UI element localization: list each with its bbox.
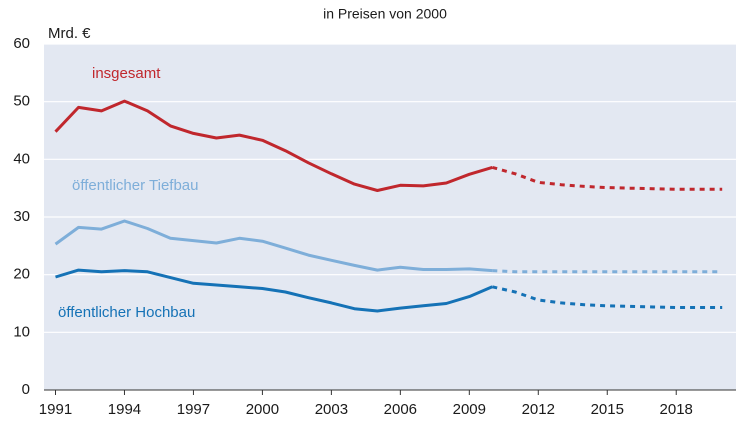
- x-tick-label: 2006: [384, 401, 417, 418]
- forecast-line: [492, 269, 723, 274]
- series-label: insgesamt: [92, 65, 161, 82]
- series-line: [54, 219, 493, 273]
- series-line: [55, 268, 493, 313]
- x-tick-label: 2003: [315, 401, 348, 418]
- x-tick-label: 2018: [660, 401, 693, 418]
- y-tick-label: 50: [13, 93, 30, 110]
- y-tick-label: 0: [22, 381, 30, 398]
- forecast-line: [491, 165, 723, 191]
- forecast-line: [491, 285, 723, 309]
- y-axis-label: Mrd. €: [48, 25, 91, 42]
- y-tick-label: 30: [13, 208, 30, 225]
- series-label: öffentlicher Hochbau: [58, 304, 195, 321]
- x-tick-label: 2012: [522, 401, 555, 418]
- x-tick-label: 2015: [591, 401, 624, 418]
- series-line: [54, 99, 493, 192]
- chart-subtitle: in Preisen von 2000: [323, 6, 447, 22]
- series-label: öffentlicher Tiefbau: [72, 177, 198, 194]
- y-tick-label: 40: [13, 150, 30, 167]
- x-tick-label: 1991: [39, 401, 72, 418]
- x-tick-label: 2009: [453, 401, 486, 418]
- x-tick-label: 2000: [246, 401, 279, 418]
- x-tick-label: 1994: [108, 401, 141, 418]
- y-tick-label: 20: [13, 266, 30, 283]
- y-tick-label: 10: [13, 323, 30, 340]
- x-tick-label: 1997: [177, 401, 210, 418]
- y-tick-label: 60: [13, 35, 30, 52]
